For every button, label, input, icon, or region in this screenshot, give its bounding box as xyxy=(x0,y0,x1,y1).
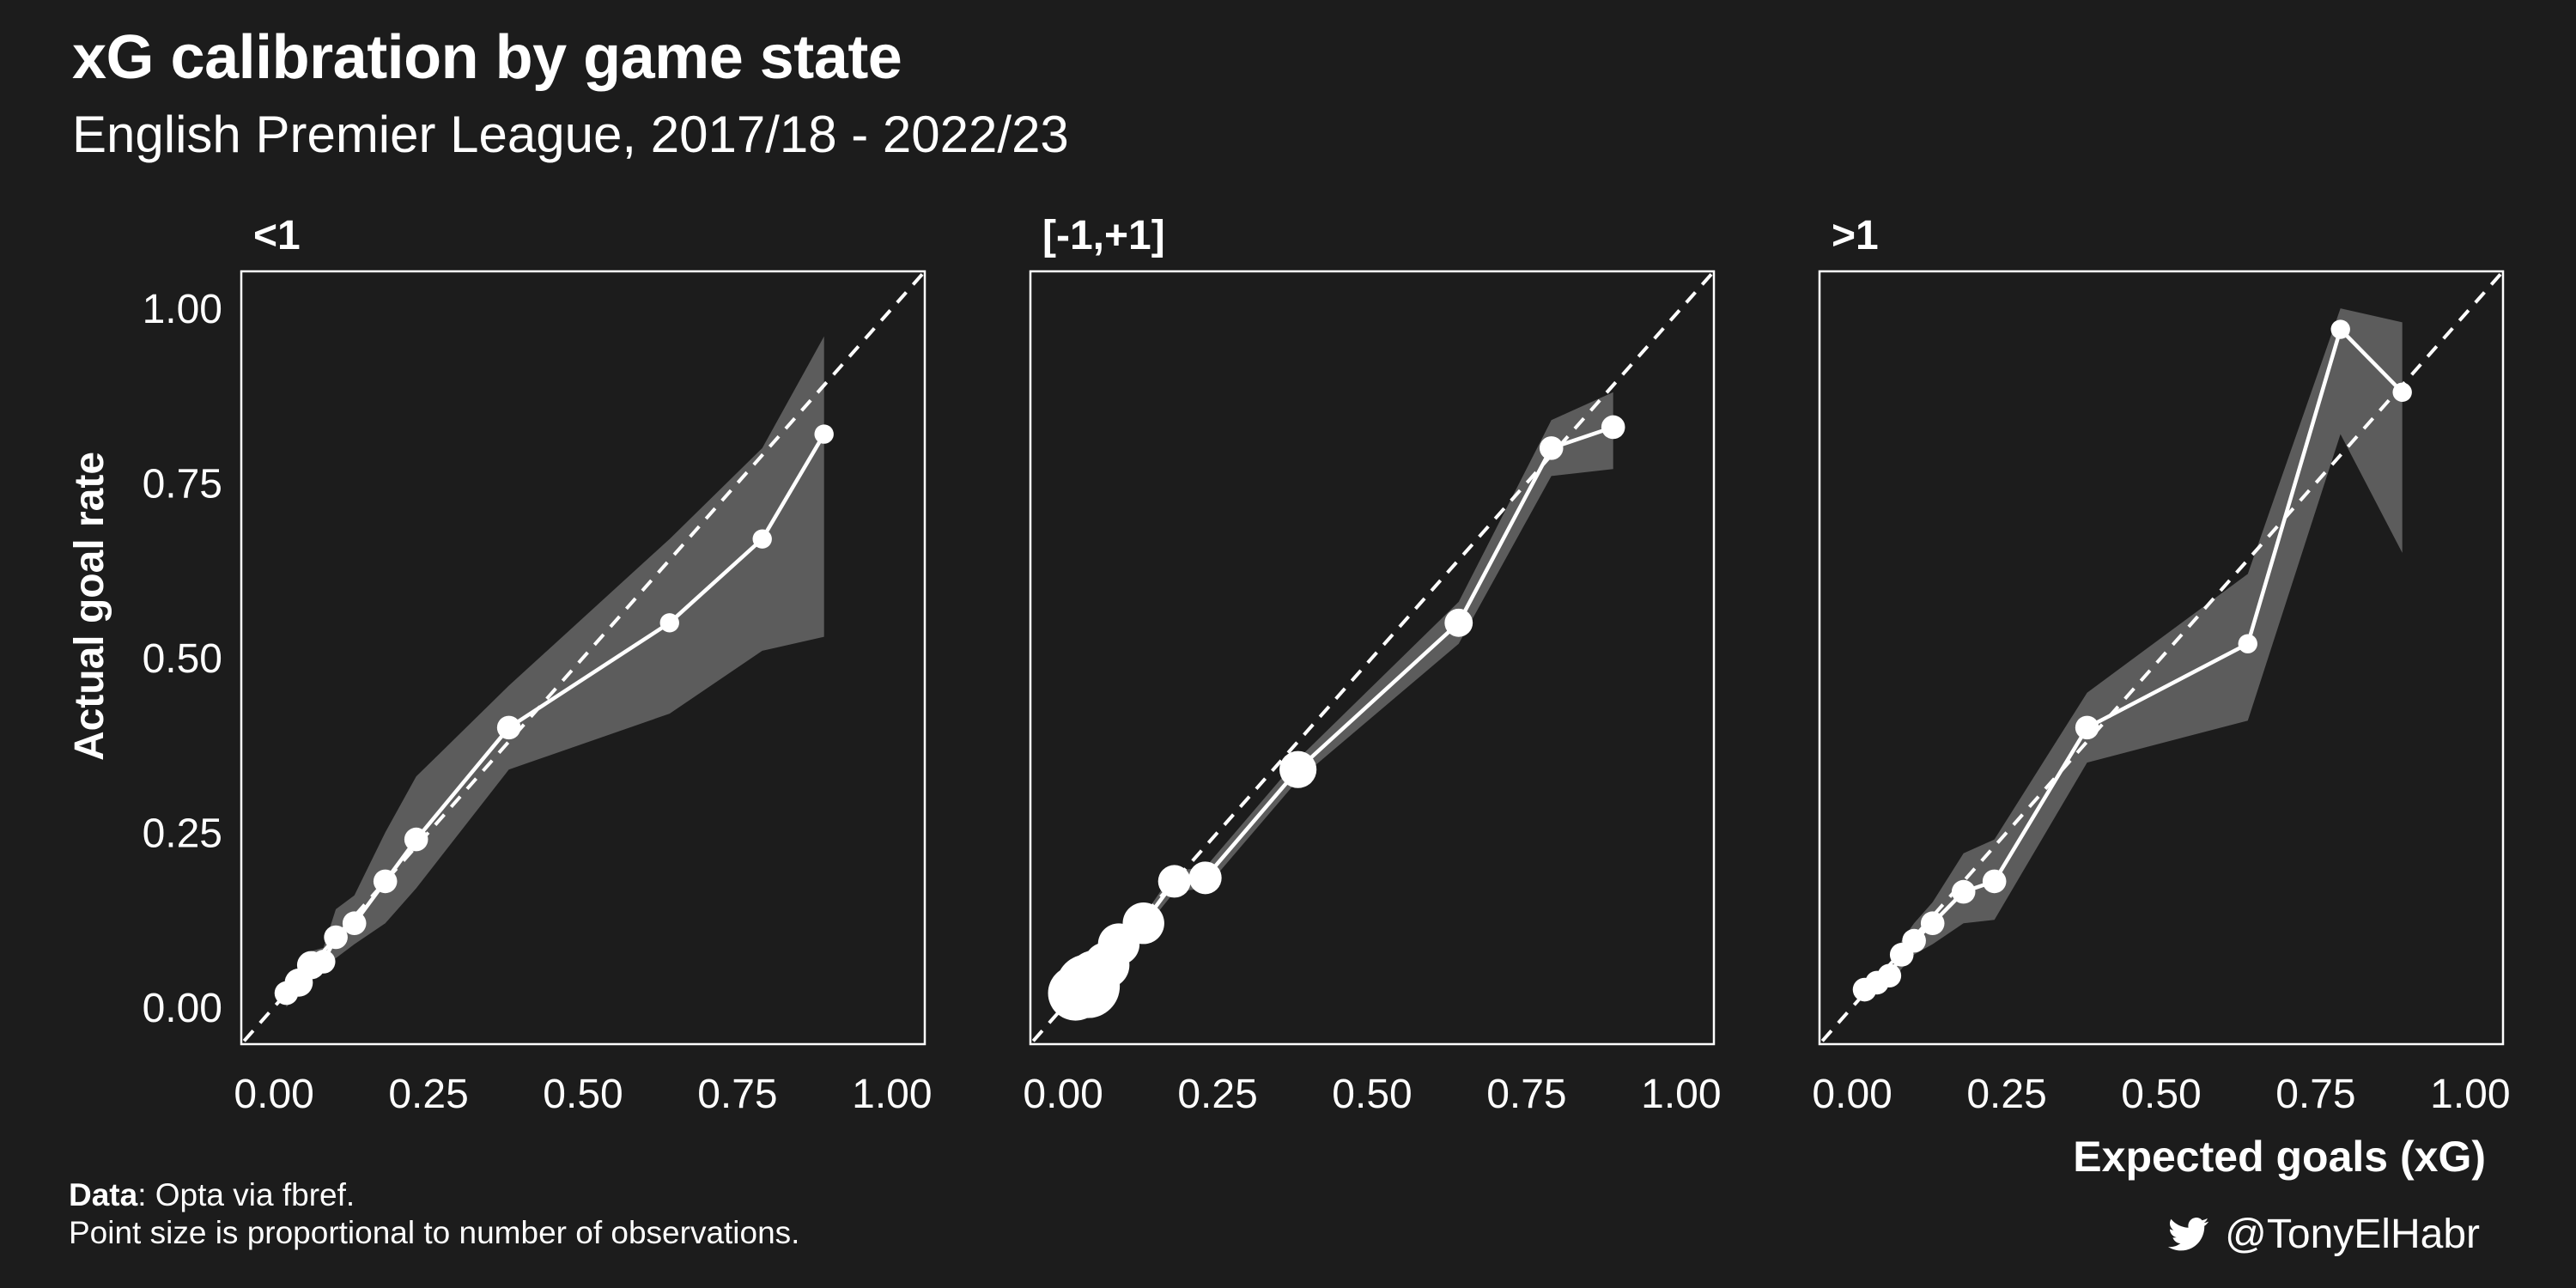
x-tick-label: 0.75 xyxy=(1486,1072,1566,1117)
data-point-8 xyxy=(1982,869,2007,894)
y-tick-label: 0.50 xyxy=(143,636,222,682)
y-tick-label: 0.00 xyxy=(143,986,222,1031)
data-point-5 xyxy=(324,925,348,950)
data-point-9 xyxy=(496,715,521,740)
data-point-9 xyxy=(2075,715,2099,740)
chart-title: xG calibration by game state xyxy=(72,23,902,92)
data-point-5 xyxy=(1902,928,1926,953)
data-point-11 xyxy=(2330,319,2350,339)
y-tick-label: 1.00 xyxy=(143,287,222,332)
data-point-10 xyxy=(659,613,679,633)
caption-note: Point size is proportional to number of … xyxy=(69,1215,800,1250)
data-point-11 xyxy=(752,529,772,549)
panel-border xyxy=(1818,270,2505,1046)
data-point-3 xyxy=(1877,963,1902,988)
reference-line xyxy=(241,271,925,1044)
data-point-12 xyxy=(814,424,834,444)
panel-border xyxy=(240,270,927,1046)
x-tick-label: 0.50 xyxy=(1332,1072,1412,1117)
data-point-10 xyxy=(2238,634,2257,653)
x-tick-label: 1.00 xyxy=(852,1072,932,1117)
y-axis-label: Actual goal rate xyxy=(67,452,112,761)
facet-panel-3: >1 0.00 0.25 0.50 0.75 1.00 Expected goals (xG… xyxy=(1812,213,2510,1181)
x-tick-label: 1.00 xyxy=(2430,1072,2510,1117)
data-point-10 xyxy=(1444,608,1473,637)
data-point-12 xyxy=(1601,415,1625,440)
data-point-4 xyxy=(311,950,336,974)
twitter-icon xyxy=(2168,1217,2209,1250)
x-axis-label: Expected goals (xG) xyxy=(2073,1133,2486,1181)
panel-title: [-1,+1] xyxy=(1042,213,1165,258)
data-point-7 xyxy=(1157,865,1191,898)
x-tick-label: 0.00 xyxy=(234,1072,313,1117)
data-point-8 xyxy=(404,827,428,852)
facet-panel-1: <1 0.00 0.25 0.50 0.75 1.00 0.00 0.25 0.50 0.75 1.… xyxy=(67,213,933,1117)
panel-title: <1 xyxy=(253,213,301,258)
data-point-7 xyxy=(373,869,398,894)
plot-area xyxy=(1820,271,2503,1044)
reference-line xyxy=(1030,271,1714,1044)
credit-handle[interactable]: @TonyElHabr xyxy=(2225,1212,2480,1257)
data-point-6 xyxy=(1122,902,1164,945)
data-point-11 xyxy=(1539,436,1564,460)
data-point-12 xyxy=(2392,382,2412,402)
x-tick-label: 0.50 xyxy=(2121,1072,2201,1117)
x-tick-label: 0.00 xyxy=(1023,1072,1103,1117)
data-point-6 xyxy=(1920,911,1945,936)
panel-title: >1 xyxy=(1832,213,1879,258)
caption-data-text: : Opta via fbref. xyxy=(137,1177,355,1212)
credit[interactable]: @TonyElHabr xyxy=(2168,1211,2480,1258)
confidence-ribbon xyxy=(1864,308,2403,997)
plot-area xyxy=(1030,271,1714,1044)
x-tick-label: 1.00 xyxy=(1641,1072,1721,1117)
x-tick-label: 0.00 xyxy=(1812,1072,1892,1117)
y-tick-label: 0.25 xyxy=(143,811,222,856)
x-tick-label: 0.25 xyxy=(1177,1072,1257,1117)
caption: Data: Opta via fbref. Point size is prop… xyxy=(69,1176,799,1252)
panel-border xyxy=(1029,270,1716,1046)
caption-data-line: Data: Opta via fbref. xyxy=(69,1176,799,1214)
x-tick-label: 0.75 xyxy=(697,1072,777,1117)
reference-line xyxy=(1820,271,2503,1044)
x-tick-label: 0.50 xyxy=(543,1072,623,1117)
plot-area xyxy=(241,271,925,1044)
caption-data-label: Data xyxy=(69,1177,138,1212)
x-tick-label: 0.25 xyxy=(388,1072,468,1117)
data-point-7 xyxy=(1951,879,1976,904)
facet-panel-2: [-1,+1] 0.00 0.25 0.50 0.75 1.00 xyxy=(1023,213,1721,1117)
y-tick-label: 0.75 xyxy=(143,462,222,507)
chart-subtitle: English Premier League, 2017/18 - 2022/2… xyxy=(72,106,1069,163)
x-tick-label: 0.25 xyxy=(1966,1072,2046,1117)
data-point-9 xyxy=(1279,750,1317,788)
data-point-6 xyxy=(342,911,367,936)
data-point-8 xyxy=(1188,861,1222,895)
x-tick-label: 0.75 xyxy=(2275,1072,2355,1117)
